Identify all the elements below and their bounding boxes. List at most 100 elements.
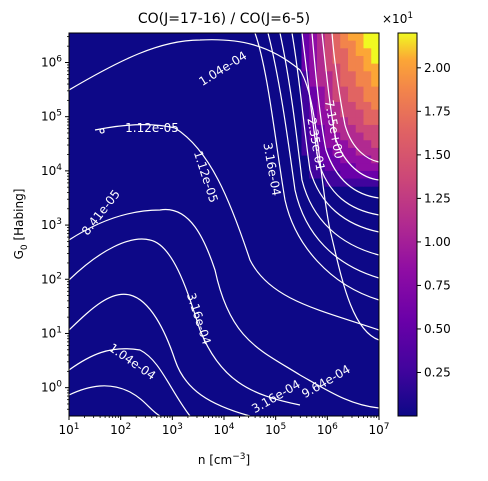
heatmap-cell: [324, 155, 333, 164]
heatmap-cell: [348, 101, 357, 111]
heatmap-cell: [340, 132, 349, 141]
heatmap-cell: [363, 163, 372, 172]
heatmap-cell: [340, 48, 349, 57]
heatmap-cell: [332, 147, 341, 157]
heatmap-cell: [371, 140, 379, 149]
heatmap-cell: [324, 40, 333, 49]
heatmap-cell: [355, 40, 364, 49]
heatmap-cell: [301, 40, 310, 49]
heatmap-cell: [332, 132, 341, 141]
colorbar-tick-label: 0.75: [424, 278, 451, 292]
heatmap-cell: [332, 63, 341, 72]
heatmap-cell: [332, 155, 341, 164]
heatmap-cell: [340, 33, 349, 42]
heatmap-cell: [301, 124, 310, 134]
heatmap-cell: [332, 55, 341, 65]
contour-line: [291, 33, 379, 233]
heatmap-cell: [301, 33, 310, 42]
heatmap-cell: [317, 86, 326, 95]
heatmap-cell: [355, 48, 364, 57]
heatmap-cell: [363, 33, 372, 42]
contour-line: [301, 33, 379, 216]
heatmap-cell: [363, 178, 372, 187]
heatmap-cell: [317, 109, 326, 118]
heatmap-cell: [371, 33, 379, 42]
colorbar-tick-label: 1.25: [424, 191, 451, 205]
heatmap-cell: [309, 63, 318, 72]
heatmap-cell: [301, 101, 310, 111]
contour-line: [69, 208, 379, 409]
y-tick-label: 106: [41, 54, 62, 69]
heatmap-cell: [363, 147, 372, 157]
heatmap-cell: [348, 71, 357, 80]
heatmap-cell: [317, 33, 326, 42]
contour-line: [94, 124, 379, 331]
heatmap-cell: [355, 86, 364, 95]
heatmap-cell: [348, 163, 357, 172]
heatmap-cell: [348, 155, 357, 164]
heatmap-cell: [332, 140, 341, 149]
y-tick-label: 104: [41, 163, 62, 178]
heatmap-cell: [332, 40, 341, 49]
contour-line: [69, 293, 251, 416]
heatmap-cell: [348, 140, 357, 149]
contour-line: [267, 33, 379, 279]
heatmap-cell: [348, 40, 357, 49]
heatmap-cell: [371, 94, 379, 103]
heatmap-cell: [371, 132, 379, 141]
heatmap-cell: [301, 170, 310, 180]
heatmap-cell: [324, 140, 333, 149]
heatmap-cell: [324, 147, 333, 157]
colorbar: [397, 32, 418, 417]
heatmap-cell: [348, 48, 357, 57]
heatmap-cell: [371, 78, 379, 88]
heatmap-cell: [363, 86, 372, 95]
colorbar-tick-label: 0.25: [424, 365, 451, 379]
heatmap-cell: [309, 132, 318, 141]
contour-line: [321, 33, 379, 181]
heatmap-cell: [371, 71, 379, 80]
heatmap-cell: [301, 117, 310, 126]
heatmap-cell: [355, 170, 364, 180]
heatmap-cell: [363, 40, 372, 49]
heatmap-cell: [371, 55, 379, 65]
heatmap-cell: [355, 101, 364, 111]
heatmap-cell: [340, 78, 349, 88]
heatmap-cell: [355, 71, 364, 80]
x-axis: 101 102 103 104 105 106 107: [58, 416, 390, 437]
heatmap-cell: [301, 94, 310, 103]
heatmap-cell: [355, 124, 364, 134]
contour-line: [69, 238, 301, 406]
contour-line: [69, 39, 379, 341]
heatmap-cell: [324, 101, 333, 111]
heatmap-cell: [309, 140, 318, 149]
heatmap-cell: [340, 86, 349, 95]
heatmap-cell: [332, 78, 341, 88]
heatmap-cell: [348, 178, 357, 187]
contour-line: [69, 348, 191, 416]
heatmap-cell: [363, 170, 372, 180]
heatmap-cell: [340, 63, 349, 72]
heatmap-cell: [363, 48, 372, 57]
heatmap-cell: [355, 55, 364, 65]
x-tick-label: 104: [213, 422, 234, 437]
heatmap-cell: [332, 86, 341, 95]
heatmap-cell: [317, 94, 326, 103]
heatmap-cell: [363, 132, 372, 141]
heatmap-cell: [317, 132, 326, 141]
heatmap-cell: [324, 117, 333, 126]
heatmap-cell: [332, 48, 341, 57]
heatmap-cell: [371, 163, 379, 172]
heatmap-cell: [324, 178, 333, 187]
heatmap-cell: [317, 101, 326, 111]
heatmap-cell: [309, 147, 318, 157]
heatmap-cell: [340, 140, 349, 149]
heatmap-cell: [324, 132, 333, 141]
heatmap-cell: [363, 101, 372, 111]
heatmap-cell: [355, 117, 364, 126]
heatmap-cell: [301, 147, 310, 157]
colorbar-tick-label: 2.00: [424, 61, 451, 75]
heatmap-cell: [355, 33, 364, 42]
heatmap-cell: [371, 155, 379, 164]
x-tick-label: 101: [58, 422, 79, 437]
